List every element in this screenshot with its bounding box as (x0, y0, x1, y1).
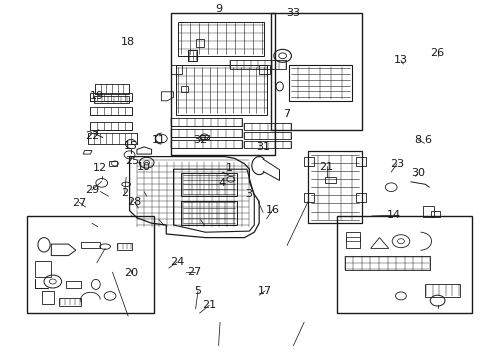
Bar (171, 118, 242, 126)
Bar (59, 298, 81, 306)
Text: 29: 29 (84, 185, 99, 195)
Bar (337, 216, 471, 313)
Bar (271, 13, 361, 130)
Text: 20: 20 (124, 268, 138, 278)
Bar (307, 151, 361, 223)
Bar (422, 206, 433, 217)
Text: 9: 9 (215, 4, 222, 14)
Bar (244, 141, 290, 148)
Text: 11: 11 (152, 135, 165, 145)
Bar (199, 135, 209, 139)
Bar (41, 291, 54, 304)
Bar (430, 211, 439, 217)
Bar (108, 161, 117, 166)
Bar (344, 256, 429, 270)
Text: 23: 23 (389, 159, 403, 169)
Text: 28: 28 (127, 197, 142, 207)
Bar (346, 237, 359, 241)
Bar (244, 132, 290, 139)
Text: 1: 1 (225, 163, 232, 174)
Text: 3: 3 (244, 189, 251, 199)
Bar (95, 84, 128, 94)
Bar (355, 157, 365, 166)
Bar (325, 177, 335, 183)
Bar (244, 123, 290, 130)
Bar (90, 122, 132, 130)
Bar (181, 201, 237, 225)
Bar (27, 216, 154, 313)
Bar (304, 157, 313, 166)
Text: 25: 25 (125, 156, 139, 166)
Text: 21: 21 (319, 162, 333, 172)
Bar (117, 243, 132, 250)
Text: 18: 18 (121, 37, 135, 48)
Bar (81, 242, 100, 248)
Bar (171, 65, 182, 74)
Text: 21: 21 (202, 300, 216, 310)
Text: 14: 14 (386, 210, 400, 220)
Bar (90, 107, 132, 115)
Bar (90, 93, 132, 101)
Bar (171, 140, 242, 148)
Bar (259, 65, 269, 74)
Text: 32: 32 (193, 135, 207, 145)
Bar (304, 193, 313, 202)
Text: 8: 8 (414, 135, 421, 145)
Text: 30: 30 (410, 168, 424, 178)
Text: 13: 13 (393, 55, 407, 66)
Text: 12: 12 (93, 163, 107, 174)
Text: 7: 7 (283, 109, 290, 120)
Text: 17: 17 (258, 286, 271, 296)
Text: 16: 16 (265, 204, 279, 215)
Text: 26: 26 (430, 48, 444, 58)
Text: 6: 6 (424, 135, 430, 145)
Text: 10: 10 (137, 162, 151, 172)
Text: 19: 19 (90, 91, 103, 102)
Bar (188, 50, 197, 61)
Text: 2: 2 (121, 188, 128, 198)
Bar (346, 232, 359, 248)
Bar (35, 261, 51, 277)
Text: 22: 22 (84, 131, 99, 141)
Text: 5: 5 (194, 286, 201, 296)
Text: 24: 24 (169, 257, 184, 267)
Bar (425, 284, 459, 297)
Bar (178, 22, 264, 56)
Bar (88, 133, 137, 144)
Bar (355, 193, 365, 202)
Bar (176, 65, 266, 115)
Text: 15: 15 (124, 141, 138, 151)
Text: 27: 27 (72, 198, 86, 208)
Bar (229, 60, 285, 69)
Text: 4: 4 (219, 178, 225, 188)
Text: 27: 27 (187, 267, 202, 277)
Bar (181, 173, 237, 196)
Text: 31: 31 (256, 142, 269, 152)
Bar (195, 39, 204, 47)
Bar (171, 129, 242, 137)
Bar (171, 13, 274, 155)
Bar (288, 65, 351, 101)
Bar (94, 96, 129, 103)
Text: 33: 33 (286, 8, 300, 18)
